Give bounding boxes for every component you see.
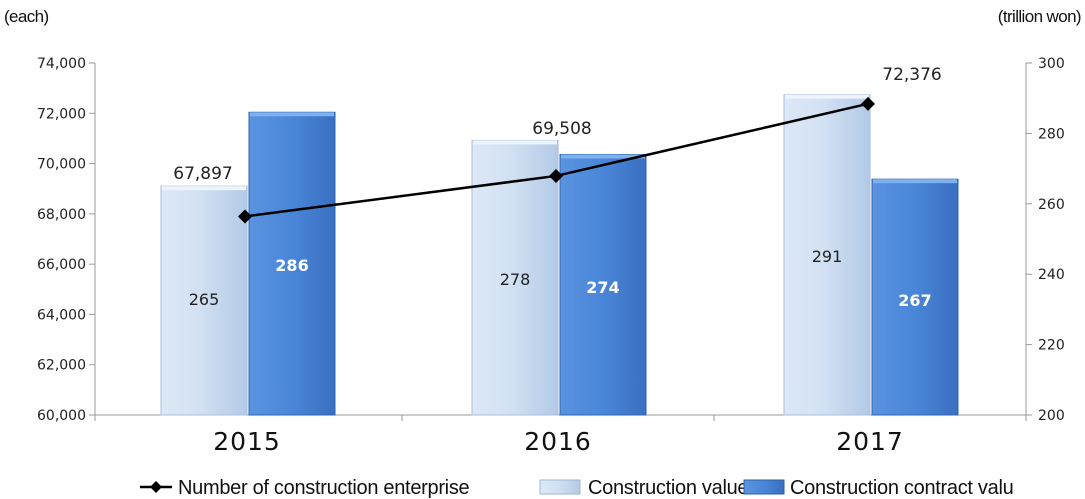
bar-construction-value-top [785, 95, 869, 99]
data-label-enterprises: 72,376 [882, 65, 941, 85]
left-tick-label: 70,000 [37, 157, 86, 173]
data-label-construction-contract: 286 [275, 256, 308, 275]
right-tick-label: 300 [1038, 56, 1065, 72]
left-tick-label: 68,000 [37, 207, 86, 223]
left-tick-label: 66,000 [37, 257, 86, 273]
category-label: 2016 [524, 427, 592, 456]
bar-construction-contract-top [250, 112, 334, 116]
right-tick-label: 260 [1038, 197, 1065, 213]
data-label-construction-contract: 274 [586, 278, 619, 297]
data-label-construction-value: 278 [500, 270, 531, 289]
category-label: 2017 [836, 427, 904, 456]
left-tick-label: 62,000 [37, 358, 86, 374]
legend-label-construction-contract: Construction contract valu [790, 477, 1013, 499]
right-tick-label: 220 [1038, 338, 1065, 354]
legend-swatch-construction-value [540, 480, 580, 494]
right-tick-label: 280 [1038, 126, 1065, 142]
category-labels: 2015 2016 2017 [213, 427, 904, 456]
x-axis-ticks [95, 415, 1026, 421]
right-tick-label: 240 [1038, 267, 1065, 283]
data-label-construction-value: 291 [812, 247, 843, 266]
right-axis-unit: (trillion won) [998, 7, 1081, 26]
legend: Number of construction enterprise Constr… [140, 477, 1013, 499]
right-tick-label: 200 [1038, 408, 1065, 424]
data-label-enterprises: 67,897 [173, 164, 232, 184]
left-axis-unit: (each) [4, 7, 49, 26]
bar-construction-value-top [473, 140, 557, 144]
legend-diamond-marker [150, 481, 162, 493]
data-label-construction-value: 265 [189, 290, 220, 309]
left-tick-label: 72,000 [37, 106, 86, 122]
bar-construction-contract-top [873, 179, 957, 183]
left-tick-label: 74,000 [37, 56, 86, 72]
bar-construction-value-top [162, 186, 246, 190]
left-tick-label: 60,000 [37, 408, 86, 424]
data-label-enterprises: 69,508 [532, 119, 591, 139]
right-axis-ticks: 200 220 240 260 280 300 [1026, 56, 1065, 424]
legend-label-enterprises: Number of construction enterprise [178, 477, 470, 499]
legend-label-construction-value: Construction value [588, 477, 748, 499]
legend-swatch-construction-contract [744, 480, 784, 494]
left-axis-ticks: 60,000 62,000 64,000 66,000 68,000 70,000 72,0… [37, 56, 95, 424]
left-tick-label: 64,000 [37, 307, 86, 323]
category-label: 2015 [213, 427, 281, 456]
data-label-construction-contract: 267 [898, 291, 931, 310]
bar-series: 265 286 278 274 291 267 [161, 95, 958, 415]
